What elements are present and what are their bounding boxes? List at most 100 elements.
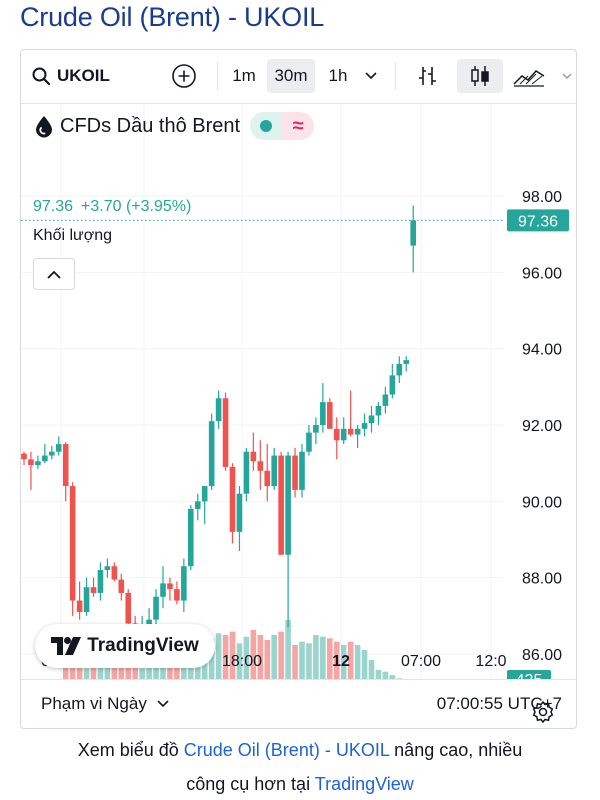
price-chart[interactable]: 86.00 88.00 90.00 92.00 94.00 96.00 98.00 07:00… bbox=[21, 104, 576, 679]
instrument-name[interactable]: CFDs Dầu thô Brent bbox=[60, 114, 241, 137]
last-volume-badge bbox=[507, 670, 551, 679]
bar-chart-style-button[interactable] bbox=[411, 59, 445, 93]
volume-bar bbox=[146, 663, 152, 679]
candle bbox=[320, 402, 326, 425]
footer-text-mid-continued: công cụ hơn tại bbox=[186, 774, 315, 794]
market-status-badge[interactable]: ≈ bbox=[250, 112, 315, 140]
volume-bar bbox=[361, 650, 368, 679]
interval-30m-button[interactable]: 30m bbox=[267, 59, 315, 93]
volume-bar bbox=[389, 675, 396, 679]
y-tick-label: 90.00 bbox=[522, 494, 562, 511]
candle bbox=[194, 501, 201, 509]
volume-bar bbox=[139, 668, 145, 679]
y-tick-label: 88.00 bbox=[522, 571, 562, 588]
last-price-badge bbox=[507, 209, 569, 232]
chart-area[interactable]: 86.00 88.00 90.00 92.00 94.00 96.00 98.00 07:00… bbox=[21, 104, 576, 724]
more-styles-dropdown[interactable] bbox=[559, 59, 575, 93]
compare-add-button[interactable] bbox=[169, 59, 199, 93]
y-tick-label: 94.00 bbox=[522, 342, 562, 359]
candle bbox=[215, 398, 222, 422]
candle bbox=[49, 451, 55, 456]
volume-bar bbox=[62, 666, 69, 679]
symbol-label: UKOIL bbox=[57, 66, 110, 85]
volume-bar bbox=[174, 660, 180, 679]
footer-text: Xem biểu đồ bbox=[77, 740, 184, 760]
volume-bar bbox=[132, 658, 138, 679]
symbol-search-button[interactable]: UKOIL bbox=[31, 60, 110, 92]
area-style-icon bbox=[513, 70, 545, 87]
candle bbox=[299, 451, 305, 490]
volume-bar bbox=[347, 641, 354, 679]
candle bbox=[76, 600, 83, 613]
candle bbox=[201, 486, 208, 502]
candle bbox=[382, 394, 389, 406]
interval-dropdown-button[interactable] bbox=[359, 59, 383, 93]
x-tick-label: 12:0 bbox=[475, 653, 506, 670]
volume-bar bbox=[368, 660, 375, 679]
volume-bar bbox=[104, 660, 111, 679]
legend-price: 97.36 bbox=[33, 198, 74, 215]
candle bbox=[285, 455, 291, 555]
candle bbox=[104, 566, 111, 571]
tradingview-widget: UKOIL 1m 30m 1h bbox=[20, 49, 577, 729]
candles-style-icon bbox=[471, 66, 489, 86]
volume-bar bbox=[299, 641, 305, 679]
volume-bar bbox=[257, 635, 264, 679]
candle bbox=[292, 455, 298, 490]
candle bbox=[278, 455, 284, 555]
chart-settings-button[interactable] bbox=[531, 700, 555, 728]
status-dot-icon bbox=[260, 120, 273, 132]
chart-toolbar: UKOIL 1m 30m 1h bbox=[21, 50, 576, 104]
candle bbox=[28, 459, 34, 466]
tradingview-wordmark: TradingView bbox=[87, 635, 199, 656]
footer-symbol-link[interactable]: Crude Oil (Brent) - UKOIL bbox=[183, 740, 390, 760]
volume-bar bbox=[264, 640, 271, 679]
candle bbox=[118, 579, 125, 593]
x-tick-label: 07:00 bbox=[401, 653, 441, 670]
candle bbox=[153, 596, 159, 620]
tradingview-logo[interactable]: TradingView bbox=[35, 624, 215, 668]
candle bbox=[396, 363, 403, 376]
chevron-down-icon bbox=[562, 73, 572, 79]
candle bbox=[97, 570, 104, 593]
footer-tradingview-link[interactable]: TradingView bbox=[314, 774, 414, 794]
timezone-clock[interactable]: 07:00:55 UTC+7 bbox=[436, 694, 562, 713]
candle bbox=[313, 425, 319, 433]
candle bbox=[208, 421, 215, 487]
volume-bar bbox=[215, 633, 222, 679]
candle bbox=[90, 587, 97, 593]
volume-bar bbox=[382, 671, 389, 679]
candle bbox=[146, 619, 152, 626]
legend-price-row: 97.36 +3.70 (+3.95%) bbox=[33, 198, 191, 216]
candles-chart-style-button[interactable] bbox=[457, 59, 503, 93]
market-open-indicator bbox=[250, 112, 283, 140]
candle bbox=[243, 451, 250, 494]
area-chart-style-button[interactable] bbox=[509, 59, 549, 93]
volume-bar bbox=[292, 645, 298, 679]
volume-bar bbox=[160, 658, 166, 679]
search-icon bbox=[32, 67, 51, 86]
candle bbox=[35, 461, 41, 466]
volume-bar bbox=[320, 636, 326, 679]
footer-line-1: Xem biểu đồ Crude Oil (Brent) - UKOIL nâ… bbox=[0, 740, 600, 761]
candle bbox=[257, 461, 264, 471]
candle bbox=[389, 375, 396, 395]
candle bbox=[42, 455, 48, 462]
candle bbox=[222, 398, 229, 467]
interval-1m-button[interactable]: 1m bbox=[232, 66, 256, 85]
y-tick-label: 96.00 bbox=[522, 265, 562, 282]
volume-bar bbox=[278, 631, 284, 679]
oil-drop-icon bbox=[36, 116, 52, 138]
page-title[interactable]: Crude Oil (Brent) - UKOIL bbox=[20, 2, 325, 32]
volume-bar bbox=[76, 663, 83, 679]
interval-1h-button[interactable]: 1h bbox=[328, 66, 348, 85]
approx-icon: ≈ bbox=[292, 114, 304, 137]
volume-bar bbox=[111, 661, 118, 679]
volume-bar bbox=[285, 620, 291, 679]
date-range-label: Phạm vi Ngày bbox=[41, 694, 147, 713]
gear-icon bbox=[532, 700, 554, 724]
volume-bar bbox=[125, 666, 132, 679]
date-range-dropdown[interactable]: Phạm vi Ngày bbox=[41, 694, 169, 714]
collapse-legend-button[interactable] bbox=[33, 258, 75, 290]
chevron-down-icon bbox=[365, 72, 377, 80]
